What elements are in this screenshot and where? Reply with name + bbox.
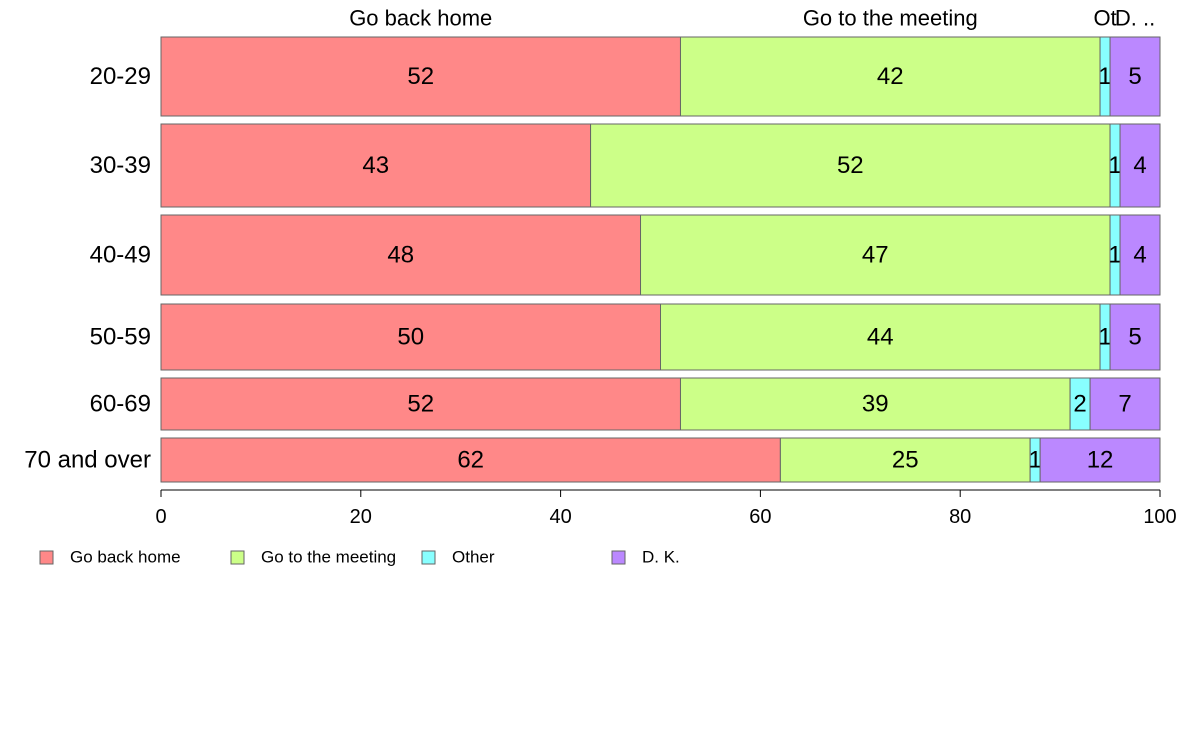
bar-segment — [679, 377, 1071, 431]
bar-value-label: 1 — [1108, 242, 1121, 269]
x-tick-label: 20 — [350, 506, 372, 528]
bar-value-label: 62 — [457, 447, 484, 474]
bar-value-label: 52 — [837, 152, 864, 179]
bar-segment — [160, 377, 681, 431]
bar-value-label: 1 — [1028, 447, 1041, 474]
bar-value-label: 1 — [1108, 152, 1121, 179]
legend-label: Go to the meeting — [261, 548, 396, 567]
top-labels: Go back home Go to the meeting OtD. .. — [349, 6, 1155, 31]
category-label: 20-29 — [90, 63, 151, 90]
bar-value-label: 52 — [407, 391, 434, 418]
category-label: 70 and over — [24, 447, 151, 474]
bar-segment — [660, 303, 1101, 371]
legend-label: D. K. — [642, 548, 680, 567]
category-label: 60-69 — [90, 391, 151, 418]
bar-value-label: 1 — [1098, 324, 1111, 351]
top-series-label: Go back home — [349, 6, 492, 31]
category-label: 40-49 — [90, 242, 151, 269]
bar-value-label: 50 — [397, 324, 424, 351]
bar-value-label: 4 — [1133, 242, 1146, 269]
bar-value-label: 39 — [862, 391, 889, 418]
category-label: 50-59 — [90, 324, 151, 351]
legend: Go back home Go to the meeting Other D. K. — [39, 548, 680, 567]
category-labels: 20-29 30-39 40-49 50-59 60-69 70 and over — [24, 63, 151, 474]
bar-value-label: 48 — [387, 242, 414, 269]
bar-value-label: 42 — [877, 63, 904, 90]
x-axis: 0 20 40 60 80 100 — [155, 489, 1177, 528]
bar-segment — [160, 437, 781, 483]
bar-segment — [1089, 377, 1161, 431]
bar-value-label: 5 — [1128, 63, 1141, 90]
x-tick-label: 60 — [749, 506, 771, 528]
legend-label: Go back home — [70, 548, 181, 567]
top-series-label: Ot — [1093, 6, 1116, 31]
legend-swatch — [230, 550, 245, 565]
x-tick-label: 80 — [949, 506, 971, 528]
top-series-label: D. .. — [1115, 6, 1155, 31]
bar-value-label: 52 — [407, 63, 434, 90]
bar-segment — [160, 36, 681, 117]
bar-segment — [1109, 36, 1161, 117]
bar-value-label: 12 — [1087, 447, 1114, 474]
bar-value-label: 7 — [1118, 391, 1131, 418]
bars: 52 42 1 543 52 1 448 47 1 450 44 1 552 39 2 762 25 1 12 — [160, 36, 1161, 483]
bar-value-label: 4 — [1133, 152, 1146, 179]
x-tick-label: 40 — [549, 506, 571, 528]
bar-segment — [640, 214, 1111, 296]
bar-value-label: 47 — [862, 242, 889, 269]
x-tick-label: 0 — [155, 506, 166, 528]
top-series-label: Go to the meeting — [803, 6, 978, 31]
bar-value-label: 25 — [892, 447, 919, 474]
bar-segment — [590, 123, 1111, 208]
bar-value-label: 43 — [362, 152, 389, 179]
legend-swatch — [39, 550, 54, 565]
bar-segment — [779, 437, 1031, 483]
category-label: 30-39 — [90, 152, 151, 179]
bar-value-label: 44 — [867, 324, 894, 351]
bar-value-label: 5 — [1128, 324, 1141, 351]
bar-segment — [1109, 303, 1161, 371]
bar-value-label: 1 — [1098, 63, 1111, 90]
bar-segment — [1119, 123, 1161, 208]
bar-segment — [160, 303, 661, 371]
bar-segment — [160, 123, 592, 208]
bar-segment — [1039, 437, 1161, 483]
x-tick-label: 100 — [1143, 506, 1176, 528]
bar-segment — [160, 214, 642, 296]
bar-value-label: 2 — [1073, 391, 1086, 418]
legend-label: Other — [452, 548, 495, 567]
legend-swatch — [421, 550, 436, 565]
bar-segment — [1119, 214, 1161, 296]
legend-swatch — [611, 550, 626, 565]
bar-segment — [679, 36, 1101, 117]
